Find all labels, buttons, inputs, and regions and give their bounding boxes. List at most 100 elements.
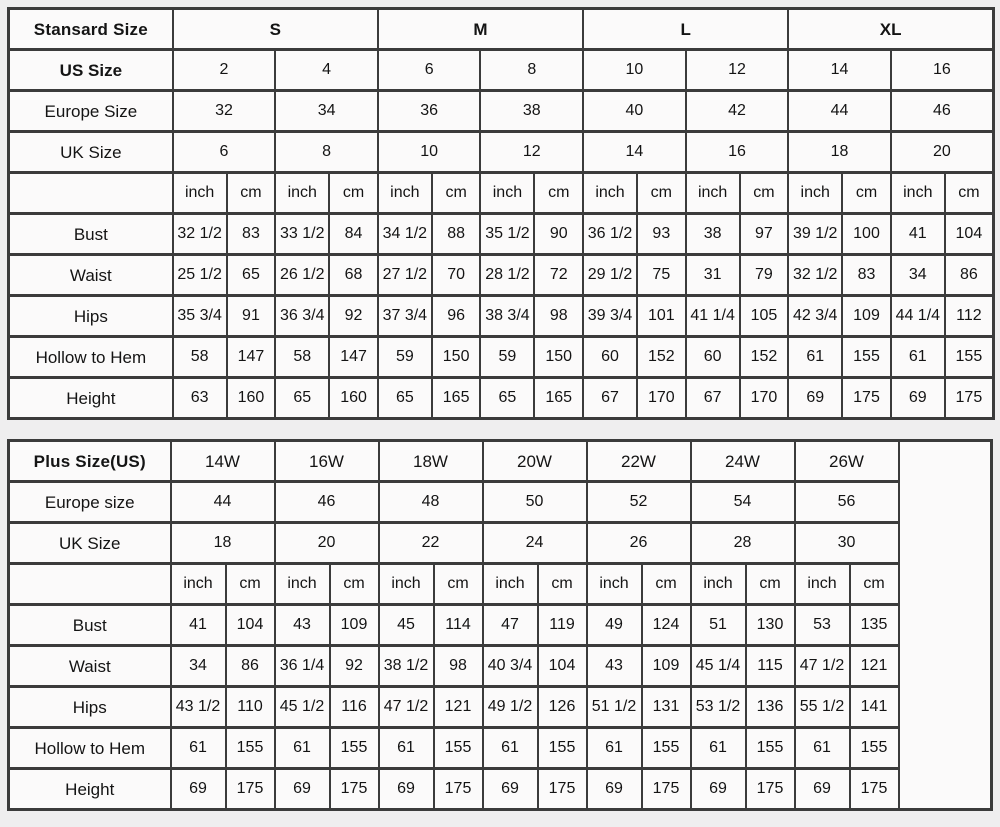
row-label: Bust: [7, 212, 174, 256]
corner-label: Plus Size(US): [7, 439, 172, 483]
unit-cm-label: cm: [744, 562, 796, 606]
unit-inch-label: inch: [376, 171, 433, 215]
measurement-cell: 92: [328, 644, 380, 688]
unit-inch-label: inch: [585, 562, 643, 606]
measurement-cell: 96: [430, 294, 482, 338]
unit-inch-label: inch: [273, 562, 331, 606]
measurement-cell: 124: [640, 603, 692, 647]
measurement-cell: 69: [793, 767, 851, 811]
size-value-cell: 40: [582, 89, 687, 133]
measurement-cell: 36 1/2: [582, 212, 638, 256]
unit-cm-label: cm: [943, 171, 995, 215]
measurement-cell: 175: [744, 767, 796, 811]
measurement-cell: 112: [943, 294, 995, 338]
row-label: Europe Size: [7, 89, 174, 133]
size-value-cell: 48: [377, 480, 484, 524]
measurement-cell: 61: [585, 726, 643, 770]
measurement-cell: 47 1/2: [793, 644, 851, 688]
size-group-header: L: [582, 7, 790, 51]
unit-cm-label: cm: [224, 562, 276, 606]
measurement-cell: 86: [943, 253, 995, 297]
measurement-cell: 35 1/2: [479, 212, 536, 256]
unit-cm-label: cm: [533, 171, 585, 215]
unit-inch-label: inch: [889, 171, 946, 215]
row-label: Hollow to Hem: [7, 335, 174, 379]
measurement-cell: 70: [430, 253, 482, 297]
measurement-cell: 60: [582, 335, 638, 379]
measurement-cell: 170: [635, 376, 687, 420]
size-value-cell: 22: [377, 521, 484, 565]
unit-inch-label: inch: [793, 562, 851, 606]
size-group-header: M: [376, 7, 585, 51]
measurement-cell: 83: [841, 253, 892, 297]
size-value-cell: 46: [889, 89, 995, 133]
measurement-cell: 43 1/2: [169, 685, 227, 729]
measurement-cell: 42 3/4: [787, 294, 844, 338]
measurement-cell: 136: [744, 685, 796, 729]
measurement-cell: 36 3/4: [274, 294, 331, 338]
unit-cm-label: cm: [225, 171, 277, 215]
measurement-cell: 69: [273, 767, 331, 811]
measurement-cell: 37 3/4: [376, 294, 433, 338]
measurement-cell: 67: [684, 376, 741, 420]
measurement-cell: 41: [889, 212, 946, 256]
measurement-cell: 49 1/2: [481, 685, 539, 729]
measurement-cell: 86: [224, 644, 276, 688]
unit-cm-label: cm: [738, 171, 790, 215]
measurement-cell: 58: [171, 335, 228, 379]
unit-cm-label: cm: [328, 562, 380, 606]
measurement-cell: 119: [536, 603, 588, 647]
row-label: US Size: [7, 48, 174, 92]
measurement-cell: 69: [689, 767, 747, 811]
size-value-cell: 18: [169, 521, 276, 565]
measurement-cell: 32 1/2: [171, 212, 228, 256]
measurement-cell: 91: [225, 294, 277, 338]
measurement-cell: 47: [481, 603, 539, 647]
size-value-cell: 6: [171, 130, 277, 174]
measurement-cell: 45: [377, 603, 435, 647]
size-value-cell: 8: [274, 130, 379, 174]
measurement-cell: 155: [841, 335, 892, 379]
measurement-cell: 38 3/4: [479, 294, 536, 338]
size-value-cell: 52: [585, 480, 692, 524]
measurement-cell: 130: [744, 603, 796, 647]
standard-size-table: Stansard Size S M L XL US Size 2 4 6 8 10 12 14 16 Eur…: [7, 7, 995, 420]
size-group-header: 16W: [273, 439, 380, 483]
measurement-cell: 32 1/2: [787, 253, 844, 297]
measurement-cell: 61: [889, 335, 946, 379]
size-value-cell: 20: [889, 130, 995, 174]
measurement-cell: 175: [841, 376, 892, 420]
row-label: Bust: [7, 603, 172, 647]
size-group-header: 18W: [377, 439, 484, 483]
measurement-cell: 61: [787, 335, 844, 379]
row-label: Hollow to Hem: [7, 726, 172, 770]
measurement-cell: 27 1/2: [376, 253, 433, 297]
unit-inch-label: inch: [274, 171, 331, 215]
measurement-cell: 98: [432, 644, 484, 688]
measurement-cell: 175: [943, 376, 995, 420]
row-label: Europe size: [7, 480, 172, 524]
measurement-cell: 45 1/4: [689, 644, 747, 688]
size-value-cell: 16: [889, 48, 995, 92]
measurement-cell: 69: [787, 376, 844, 420]
measurement-cell: 175: [848, 767, 900, 811]
measurement-cell: 38: [684, 212, 741, 256]
measurement-cell: 155: [224, 726, 276, 770]
corner-label: Stansard Size: [7, 7, 174, 51]
measurement-cell: 105: [738, 294, 790, 338]
size-value-cell: 4: [274, 48, 379, 92]
size-value-cell: 36: [376, 89, 482, 133]
measurement-cell: 175: [640, 767, 692, 811]
measurement-cell: 35 3/4: [171, 294, 228, 338]
measurement-cell: 61: [689, 726, 747, 770]
size-value-cell: 2: [171, 48, 277, 92]
measurement-cell: 104: [943, 212, 995, 256]
unit-inch-label: inch: [377, 562, 435, 606]
measurement-cell: 58: [274, 335, 331, 379]
size-value-cell: 44: [787, 89, 892, 133]
row-label: Hips: [7, 294, 174, 338]
row-label: Hips: [7, 685, 172, 729]
measurement-cell: 34: [889, 253, 946, 297]
plus-size-table: Plus Size(US) 14W 16W 18W 20W 22W 24W 26W Europe…: [7, 439, 993, 811]
measurement-cell: 121: [848, 644, 900, 688]
